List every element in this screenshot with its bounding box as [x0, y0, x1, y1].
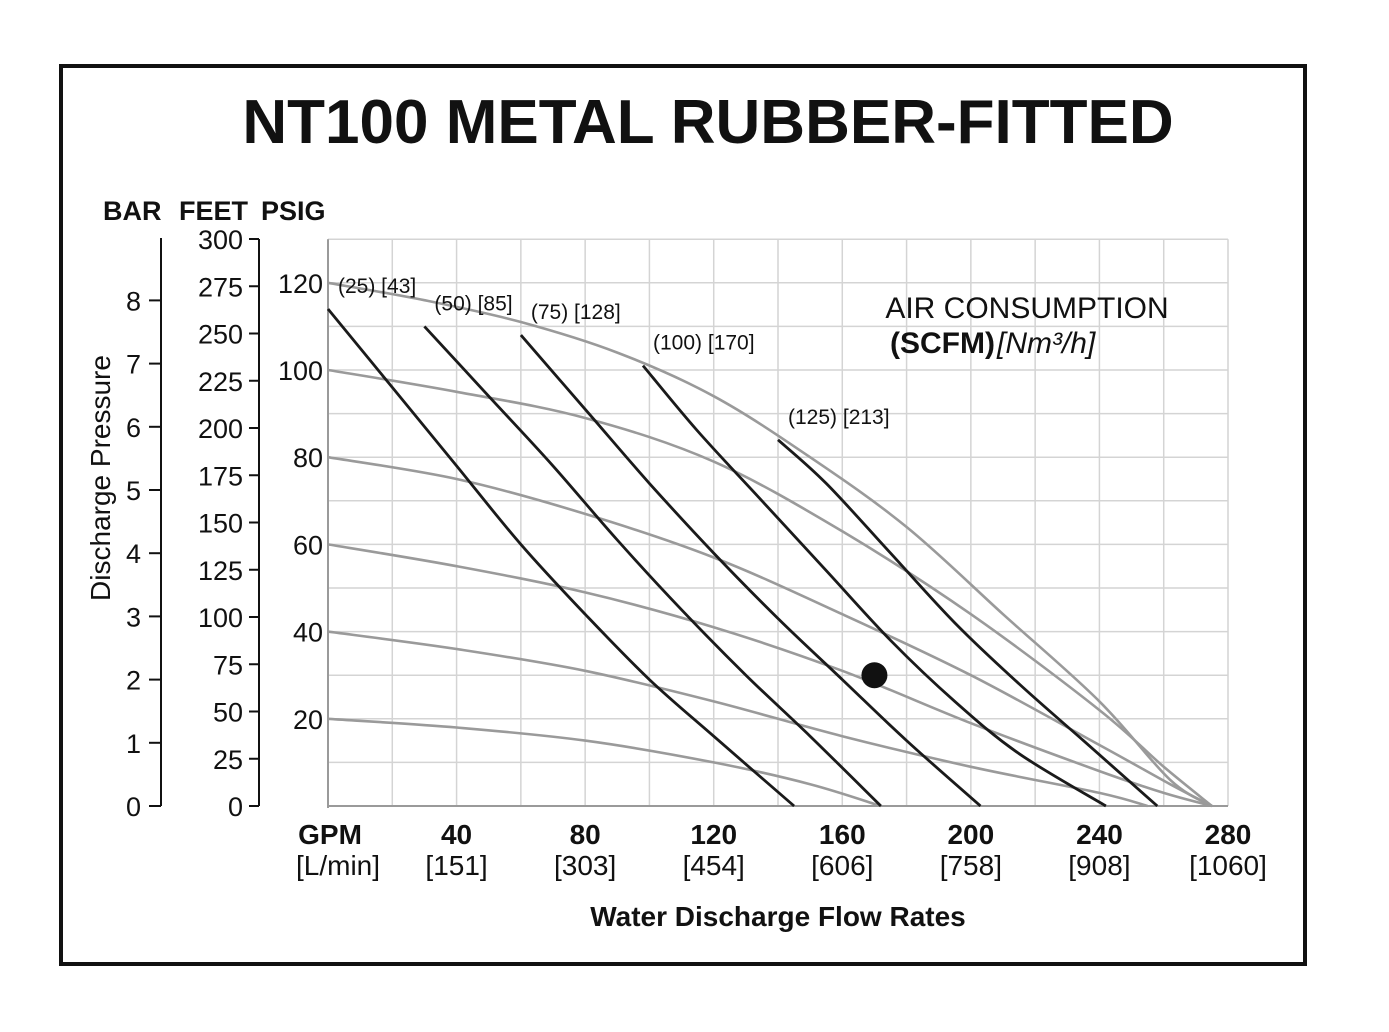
- feet-tick-label: 250: [198, 320, 243, 350]
- legend-title: AIR CONSUMPTION: [885, 292, 1168, 325]
- psig-axis-header: PSIG: [261, 196, 326, 226]
- air-curve-label: (50) [85]: [434, 292, 512, 315]
- pressure-curve: [327, 630, 1148, 808]
- psig-tick-label: 120: [278, 269, 323, 299]
- outer-frame: [59, 64, 1307, 966]
- feet-tick-label: 300: [198, 225, 243, 255]
- feet-tick-label: 275: [198, 272, 243, 302]
- x-tick-label: 160: [819, 819, 866, 850]
- pressure-curve: [327, 455, 1213, 808]
- feet-tick-label: 0: [228, 792, 243, 822]
- legend-scfm: (SCFM): [890, 327, 995, 360]
- psig-tick-label: 100: [278, 356, 323, 386]
- x-tick-sublabel: [303]: [554, 850, 616, 881]
- bar-tick-label: 7: [126, 350, 141, 380]
- legend-units: (SCFM)[Nm³/h]: [890, 327, 1096, 360]
- air-curve-label: (75) [128]: [531, 301, 621, 324]
- feet-tick-label: 200: [198, 414, 243, 444]
- feet-tick-label: 125: [198, 556, 243, 586]
- bar-tick-label: 0: [126, 792, 141, 822]
- pressure-curve: [327, 543, 1213, 808]
- feet-tick-label: 175: [198, 461, 243, 491]
- x-tick-sublabel: [1060]: [1189, 850, 1267, 881]
- x-unit-secondary: [L/min]: [296, 850, 380, 881]
- feet-tick-label: 100: [198, 603, 243, 633]
- x-tick-sublabel: [151]: [425, 850, 487, 881]
- feet-tick-label: 150: [198, 509, 243, 539]
- pressure-curve: [327, 717, 882, 808]
- feet-tick-label: 25: [213, 745, 243, 775]
- x-tick-label: 200: [947, 819, 994, 850]
- feet-tick-label: 75: [213, 650, 243, 680]
- air-curve-label: (25) [43]: [338, 275, 416, 298]
- psig-tick-label: 20: [293, 705, 323, 735]
- pressure-curve: [327, 281, 1213, 808]
- feet-axis-header: FEET: [179, 196, 249, 226]
- bar-axis-header: BAR: [103, 196, 162, 226]
- air-consumption-curve: [423, 325, 882, 807]
- x-tick-sublabel: [758]: [940, 850, 1002, 881]
- grid: [327, 238, 1229, 807]
- feet-tick-label: 50: [213, 698, 243, 728]
- psig-tick-label: 80: [293, 443, 323, 473]
- air-consumption-curve: [519, 334, 982, 808]
- air-curve-label: (100) [170]: [653, 332, 755, 355]
- legend: AIR CONSUMPTION (SCFM)[Nm³/h]: [885, 292, 1168, 360]
- bar-tick-label: 3: [126, 602, 141, 632]
- air-consumption-curves: [326, 308, 1159, 808]
- feet-tick-label: 225: [198, 367, 243, 397]
- bar-tick-label: 4: [126, 539, 141, 569]
- psig-tick-label: 60: [293, 530, 323, 560]
- x-tick-label: 280: [1205, 819, 1252, 850]
- x-tick-sublabel: [606]: [811, 850, 873, 881]
- operating-point-marker: [861, 662, 888, 689]
- x-tick-label: 120: [690, 819, 737, 850]
- air-consumption-curve: [777, 438, 1159, 808]
- x-tick-label: 40: [441, 819, 472, 850]
- legend-nm3h: [Nm³/h]: [996, 327, 1096, 360]
- psig-tick-label: 40: [293, 618, 323, 648]
- x-axis-label: Water Discharge Flow Rates: [590, 901, 966, 932]
- x-tick-sublabel: [908]: [1068, 850, 1130, 881]
- air-consumption-curve: [641, 364, 1107, 808]
- x-tick-sublabel: [454]: [683, 850, 745, 881]
- axes: 2040608010012002550751001251501752002252…: [126, 225, 1267, 881]
- chart-title: NT100 METAL RUBBER-FITTED: [242, 88, 1173, 157]
- bar-tick-label: 6: [126, 413, 141, 443]
- x-unit-primary: GPM: [298, 819, 362, 850]
- x-tick-label: 80: [570, 819, 601, 850]
- bar-tick-label: 1: [126, 729, 141, 759]
- air-curve-labels: (25) [43] (50) [85] (75) [128] (100) [170] (…: [338, 275, 890, 429]
- air-curve-label: (125) [213]: [788, 406, 890, 429]
- y-axis-label: Discharge Pressure: [85, 355, 116, 601]
- bar-tick-label: 2: [126, 666, 141, 696]
- bar-tick-label: 8: [126, 286, 141, 316]
- x-tick-label: 240: [1076, 819, 1123, 850]
- bar-tick-label: 5: [126, 476, 141, 506]
- air-consumption-curve: [326, 308, 796, 808]
